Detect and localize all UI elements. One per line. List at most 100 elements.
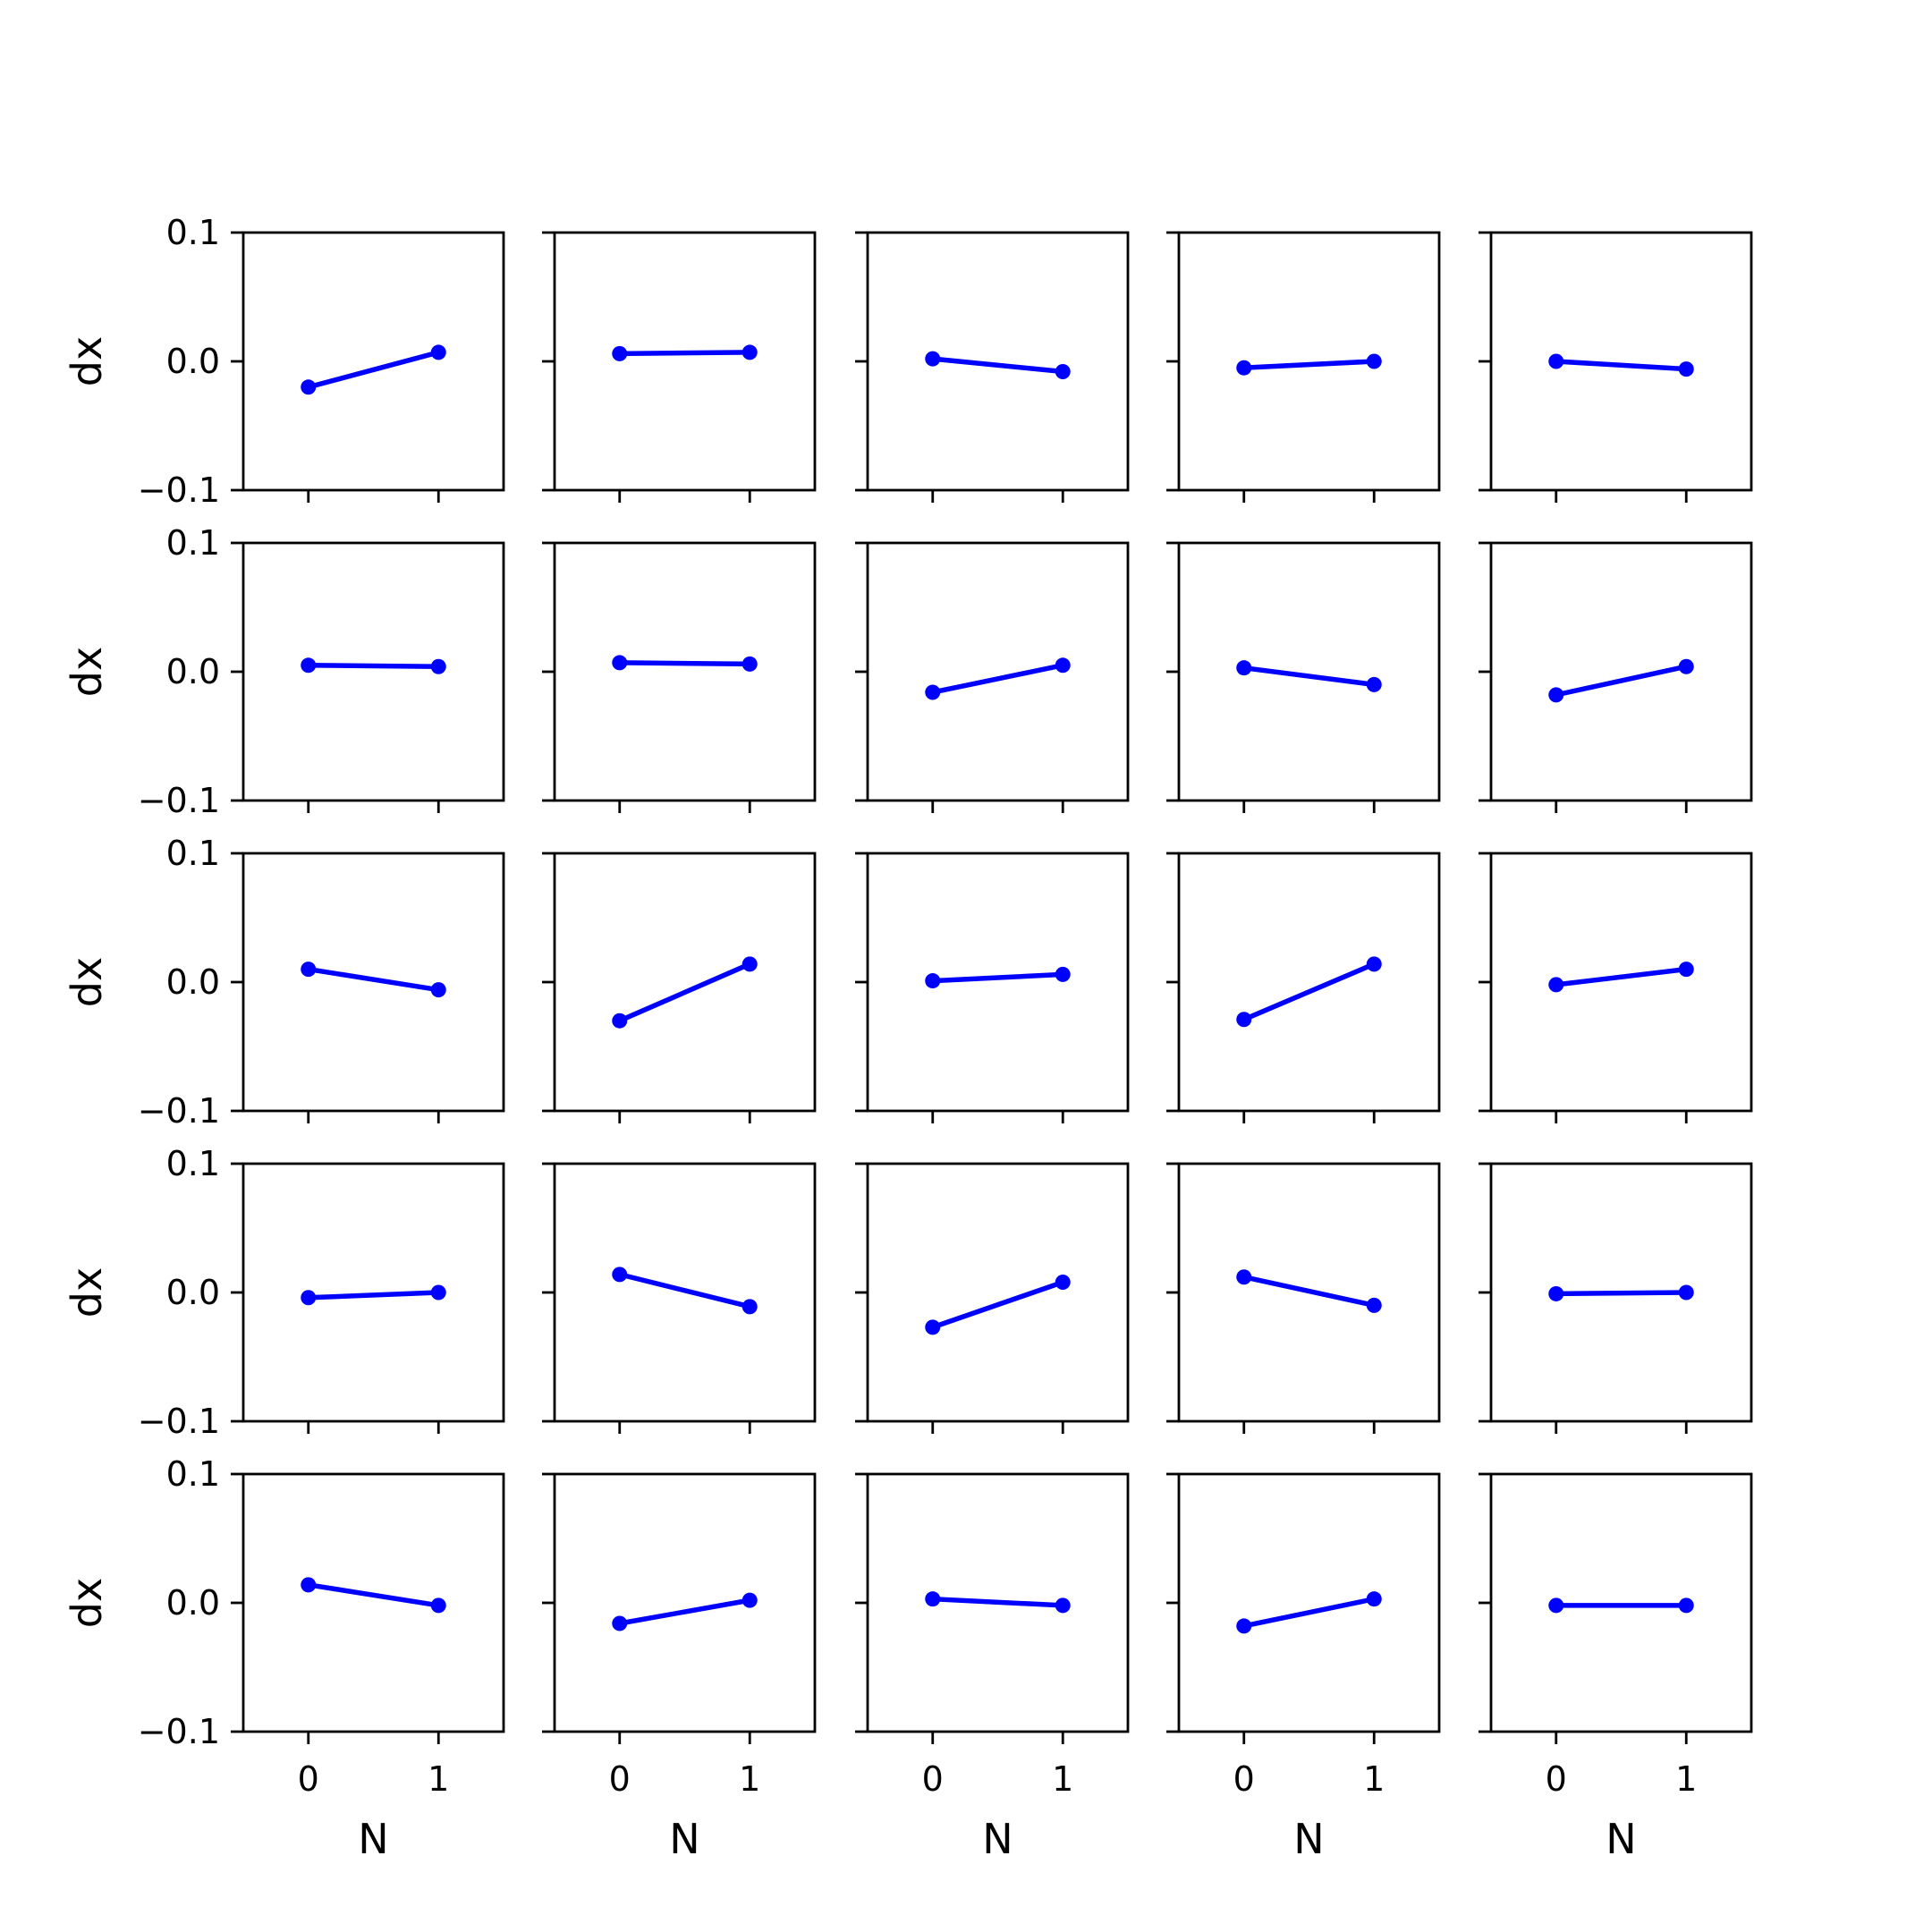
subplot-r5-c3: 0 1N bbox=[855, 1472, 1130, 1863]
data-point bbox=[1548, 353, 1564, 369]
axes-frame bbox=[866, 852, 1130, 1113]
axes-frame bbox=[553, 1472, 817, 1733]
axes-frame bbox=[1489, 231, 1753, 492]
series-line bbox=[929, 1279, 1066, 1331]
data-point bbox=[1236, 660, 1252, 676]
series-line bbox=[1553, 966, 1690, 987]
data-point bbox=[1055, 657, 1071, 674]
data-point bbox=[1055, 364, 1071, 380]
subplot-r2-c3 bbox=[855, 541, 1130, 813]
series-line bbox=[305, 966, 442, 993]
data-point bbox=[612, 655, 628, 671]
series-line bbox=[617, 350, 753, 357]
subplot-r2-c1: −0.1 0.0 0.1 dx bbox=[63, 523, 505, 820]
series-line bbox=[616, 1271, 753, 1310]
subplot-r3-c2 bbox=[542, 852, 817, 1123]
y-axis-label: dx bbox=[63, 336, 111, 386]
subplot-r1-c1: −0.1 0.0 0.1 dx bbox=[63, 213, 505, 510]
data-point bbox=[430, 1284, 446, 1301]
series-line bbox=[305, 349, 442, 391]
data-point bbox=[925, 351, 941, 367]
series-line bbox=[1241, 1274, 1377, 1309]
axes-frame bbox=[242, 1162, 505, 1423]
series-line bbox=[1241, 359, 1377, 371]
data-point bbox=[925, 1319, 941, 1335]
subplot-r2-c4 bbox=[1166, 541, 1441, 813]
series-line bbox=[1554, 1290, 1690, 1297]
data-point bbox=[741, 1299, 758, 1315]
subplot-r2-c5 bbox=[1479, 541, 1753, 813]
y-tick-label: −0.1 bbox=[138, 1091, 220, 1131]
data-point bbox=[741, 344, 758, 360]
axes-frame bbox=[1177, 231, 1441, 492]
subplot-r5-c5: 0 1N bbox=[1479, 1472, 1753, 1863]
y-axis-label: dx bbox=[63, 1578, 111, 1628]
subplot-r1-c2 bbox=[542, 231, 817, 503]
subplot-r4-c3 bbox=[855, 1162, 1130, 1434]
data-point bbox=[430, 658, 446, 674]
data-point bbox=[1366, 956, 1382, 972]
series-line bbox=[929, 1596, 1066, 1608]
subplot-r5-c1: −0.1 0.0 0.1 0 1 dx N bbox=[63, 1454, 505, 1863]
data-point bbox=[1236, 360, 1252, 376]
x-tick-label: 1 bbox=[1052, 1759, 1073, 1799]
y-tick-label: −0.1 bbox=[138, 1402, 220, 1441]
data-point bbox=[301, 1577, 317, 1593]
axes-frame bbox=[1177, 1472, 1441, 1733]
series-line bbox=[305, 1581, 442, 1609]
data-point bbox=[430, 1597, 446, 1614]
y-tick-label: 0.1 bbox=[166, 1144, 220, 1183]
x-axis-label: N bbox=[982, 1815, 1013, 1863]
axes-frame bbox=[553, 231, 817, 492]
data-point bbox=[1236, 1618, 1252, 1634]
data-point bbox=[1548, 1285, 1564, 1301]
axes-frame bbox=[866, 1472, 1130, 1733]
x-tick-label: 1 bbox=[1363, 1759, 1385, 1799]
x-tick-label: 0 bbox=[609, 1759, 631, 1799]
subplot-r4-c4 bbox=[1166, 1162, 1441, 1434]
x-tick-label: 0 bbox=[922, 1759, 944, 1799]
data-point bbox=[430, 982, 446, 998]
data-point bbox=[612, 1615, 628, 1631]
data-point bbox=[925, 1591, 941, 1607]
y-tick-label: 0.0 bbox=[166, 1273, 220, 1312]
data-point bbox=[612, 345, 628, 361]
data-point bbox=[1678, 1597, 1694, 1614]
series-line bbox=[306, 663, 442, 669]
subplot-r5-c4: 0 1N bbox=[1166, 1472, 1441, 1863]
x-axis-label: N bbox=[1606, 1815, 1636, 1863]
data-point bbox=[1366, 1591, 1382, 1607]
y-axis-label: dx bbox=[63, 957, 111, 1007]
data-point bbox=[1055, 1274, 1071, 1290]
subplot-r3-c4 bbox=[1166, 852, 1441, 1123]
subplot-r4-c1: −0.1 0.0 0.1 dx bbox=[63, 1144, 505, 1441]
subplot-r4-c2 bbox=[542, 1162, 817, 1434]
axes-frame bbox=[866, 1162, 1130, 1423]
axes-frame bbox=[553, 1162, 817, 1423]
x-axis-label: N bbox=[669, 1815, 699, 1863]
data-point bbox=[612, 1013, 628, 1029]
axes-frame bbox=[866, 231, 1130, 492]
y-tick-label: 0.0 bbox=[166, 652, 220, 691]
axes-frame bbox=[242, 852, 505, 1113]
axes-frame bbox=[553, 541, 817, 802]
data-point bbox=[741, 956, 758, 972]
data-point bbox=[301, 962, 317, 978]
data-point bbox=[1548, 687, 1564, 703]
x-tick-label: 0 bbox=[1233, 1759, 1255, 1799]
data-point bbox=[612, 1267, 628, 1283]
x-tick-label: 1 bbox=[428, 1759, 449, 1799]
axes-frame bbox=[1177, 1162, 1441, 1423]
data-point bbox=[1678, 361, 1694, 377]
axes-frame bbox=[553, 852, 817, 1113]
y-tick-label: 0.1 bbox=[166, 213, 220, 252]
x-tick-label: 1 bbox=[739, 1759, 760, 1799]
x-tick-label: 0 bbox=[1546, 1759, 1567, 1799]
y-tick-label: 0.1 bbox=[166, 523, 220, 563]
subplot-r1-c4 bbox=[1166, 231, 1441, 503]
data-point bbox=[301, 657, 317, 674]
x-tick-label: 1 bbox=[1675, 1759, 1697, 1799]
y-tick-label: 0.0 bbox=[166, 962, 220, 1002]
series-line bbox=[929, 356, 1066, 375]
series-line bbox=[616, 1597, 753, 1627]
